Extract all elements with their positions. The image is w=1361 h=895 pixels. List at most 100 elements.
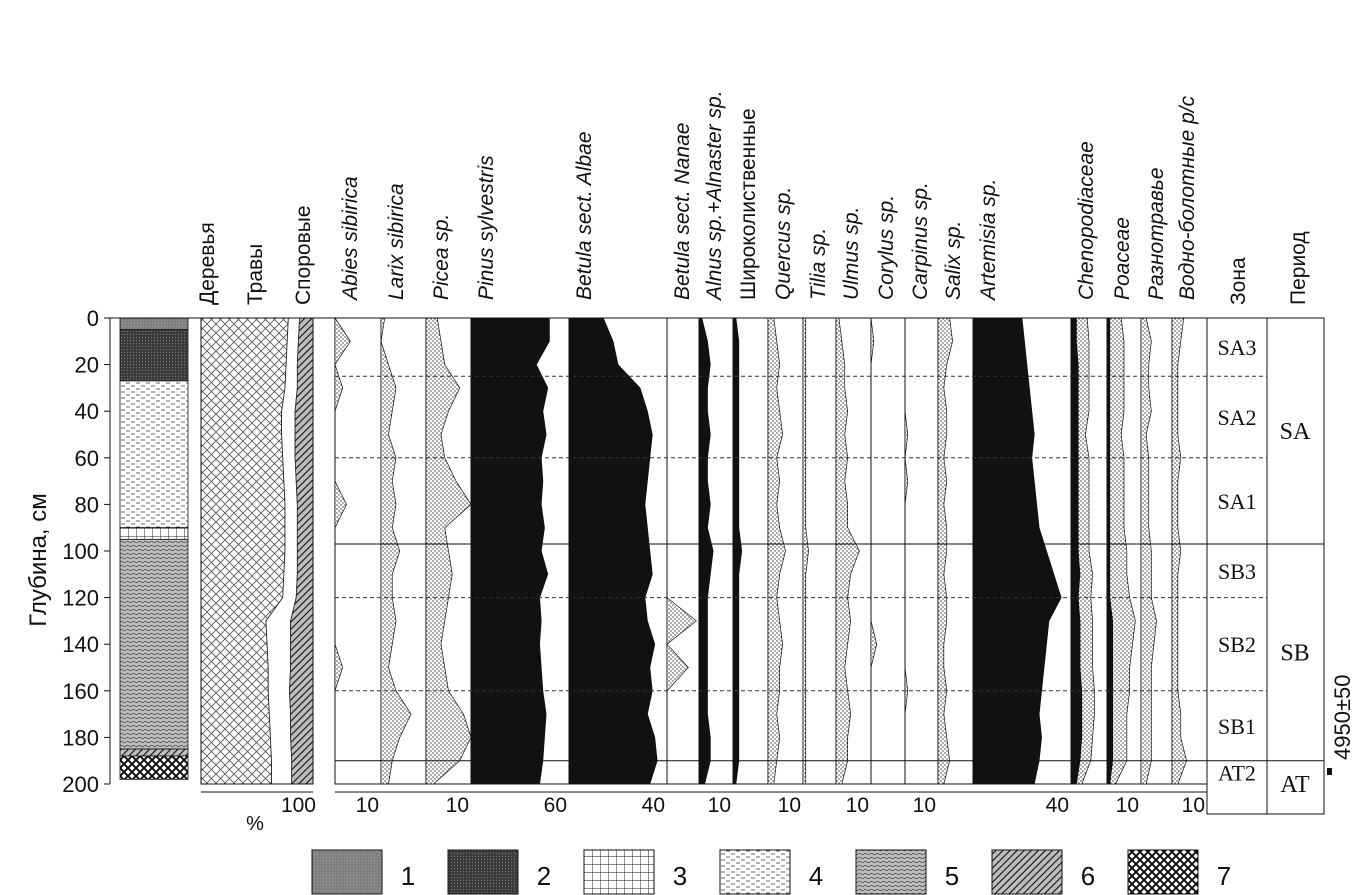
period-label: SA — [1280, 419, 1311, 445]
taxon-curve — [767, 317, 786, 785]
taxon-panel: 10 Carpinus sp. — [904, 182, 939, 817]
taxon-name: Larix sibirica — [385, 183, 408, 300]
y-tick-label: 0 — [87, 306, 99, 331]
taxon-name: Ulmus sp. — [840, 207, 863, 300]
summary-axis-unit: % — [246, 813, 264, 835]
lithology-layer — [119, 748, 189, 757]
taxon-scale-label: 60 — [544, 794, 567, 817]
taxon-panel: Широколиственные — [732, 108, 769, 793]
taxon-scale-label: 10 — [846, 794, 869, 817]
taxon-scale-label: 40 — [1046, 794, 1069, 817]
taxon-panel: 10 Quercus sp. — [767, 187, 804, 817]
legend-swatch — [991, 849, 1063, 895]
legend-swatch — [583, 849, 655, 895]
taxon-name: Abies sibirica — [339, 176, 362, 302]
taxon-panel: Salix sp. — [937, 221, 974, 793]
y-tick-label: 120 — [62, 586, 99, 611]
summary-spores-area — [289, 317, 314, 785]
zone-label: SA2 — [1217, 405, 1256, 430]
taxon-curve — [870, 317, 878, 784]
legend-label: 4 — [809, 861, 823, 891]
taxon-name: Quercus sp. — [772, 187, 795, 300]
taxon-panel: 10 Alnus sp.+Alnaster sp. — [698, 90, 734, 817]
taxon-name: Carpinus sp. — [909, 182, 932, 300]
taxon-panel: 40 Betula sect. Albae — [568, 132, 668, 817]
taxon-name: Pinus sylvestris — [475, 155, 498, 300]
y-axis-label: Глубина, см — [25, 493, 52, 627]
taxon-name: Artemisia sp. — [977, 179, 1000, 302]
y-tick-label: 40 — [75, 399, 99, 424]
taxon-scale-label: 10 — [778, 794, 801, 817]
y-axis-ticks: 0 20 40 60 80 100 120 140 160 180 200 — [62, 306, 111, 797]
legend-swatch — [719, 849, 791, 895]
legend-label: 1 — [401, 861, 415, 891]
taxon-curve — [732, 317, 743, 785]
legend-label: 6 — [1081, 861, 1095, 891]
taxon-scale-label: 10 — [446, 794, 469, 817]
taxon-curve — [334, 316, 351, 784]
date-marker — [1327, 768, 1332, 775]
taxon-frame — [904, 317, 939, 785]
y-tick-label: 20 — [75, 353, 99, 378]
legend: 1 2 3 4 5 6 7 — [311, 849, 1231, 895]
taxon-name: Betula sect. Albae — [573, 132, 596, 301]
taxon-name: Poaceae — [1111, 217, 1134, 300]
taxon-curve — [904, 318, 909, 784]
period-label: AT — [1280, 772, 1310, 798]
summary-header: Деревья — [196, 222, 219, 305]
y-tick-label: 160 — [62, 679, 99, 704]
taxon-name: Betula sect. Nanae — [671, 123, 694, 300]
taxon-scale-label: 10 — [913, 794, 936, 817]
lithology-layer — [119, 329, 189, 382]
lithology-layer — [119, 380, 189, 529]
lithology-layer — [119, 317, 189, 331]
legend-swatch — [855, 849, 927, 895]
lithology-layer — [119, 538, 189, 750]
taxon-curve — [666, 318, 697, 784]
taxon-panel: Tilia sp. — [802, 228, 837, 793]
zone-header: Зона — [1227, 257, 1250, 305]
taxon-curve-dotted — [1109, 317, 1136, 785]
lithology-layer — [119, 755, 189, 780]
taxon-panel: Chenopodiaceae — [1070, 141, 1108, 793]
taxon-scale-label: 10 — [356, 794, 379, 817]
lithology-layer — [119, 527, 189, 540]
taxon-scale-label: 10 — [1116, 794, 1139, 817]
summary-header: Споровые — [292, 205, 315, 305]
legend-label: 7 — [1217, 861, 1231, 891]
taxon-panel: Larix sibirica — [380, 183, 427, 793]
taxon-panel: 60 Pinus sylvestris — [470, 155, 570, 817]
taxon-scale-label: 10 — [1182, 794, 1205, 817]
summary-axis-max: 100 — [281, 794, 316, 817]
lithology-column — [119, 317, 189, 780]
zone-label: SB1 — [1218, 714, 1256, 739]
zone-label: SB2 — [1218, 632, 1256, 657]
y-tick-label: 200 — [62, 772, 99, 797]
zones-column: SA3 SA2 SA1 SB3 SB2 SB1 AT2 SA SB AT — [110, 317, 1325, 815]
taxon-panel: 40 Artemisia sp. — [972, 179, 1072, 817]
taxon-name: Corylus sp. — [875, 195, 898, 300]
y-tick-label: 180 — [62, 725, 99, 750]
taxon-name: Водно-болотные р/с — [1176, 95, 1199, 300]
taxon-scale-label: 10 — [708, 794, 731, 817]
period-header: Период — [1287, 231, 1310, 305]
period-label: SB — [1280, 640, 1309, 666]
legend-swatch — [1127, 849, 1199, 895]
y-tick-label: 140 — [62, 632, 99, 657]
legend-label: 2 — [537, 861, 551, 891]
taxon-panel: 10 Poaceae — [1106, 217, 1142, 817]
legend-label: 5 — [945, 861, 959, 891]
summary-diagram: % 100 Деревья Травы Споровые — [196, 205, 316, 835]
y-tick-label: 100 — [62, 539, 99, 564]
taxa-panels: 10 Abies sibirica Larix sibirica 10 Picea sp… — [334, 90, 1208, 817]
zone-label: SA3 — [1217, 335, 1256, 360]
date-label: 4950±50 — [1330, 675, 1355, 761]
zone-label: AT2 — [1218, 760, 1256, 785]
taxon-name: Chenopodiaceae — [1075, 141, 1098, 300]
taxon-panel: Разнотравье — [1140, 167, 1173, 793]
zone-label: SA1 — [1217, 489, 1256, 514]
taxon-panel: 10 Picea sp. — [425, 214, 472, 817]
taxon-curve — [802, 317, 809, 785]
taxon-name: Tilia sp. — [807, 228, 830, 300]
